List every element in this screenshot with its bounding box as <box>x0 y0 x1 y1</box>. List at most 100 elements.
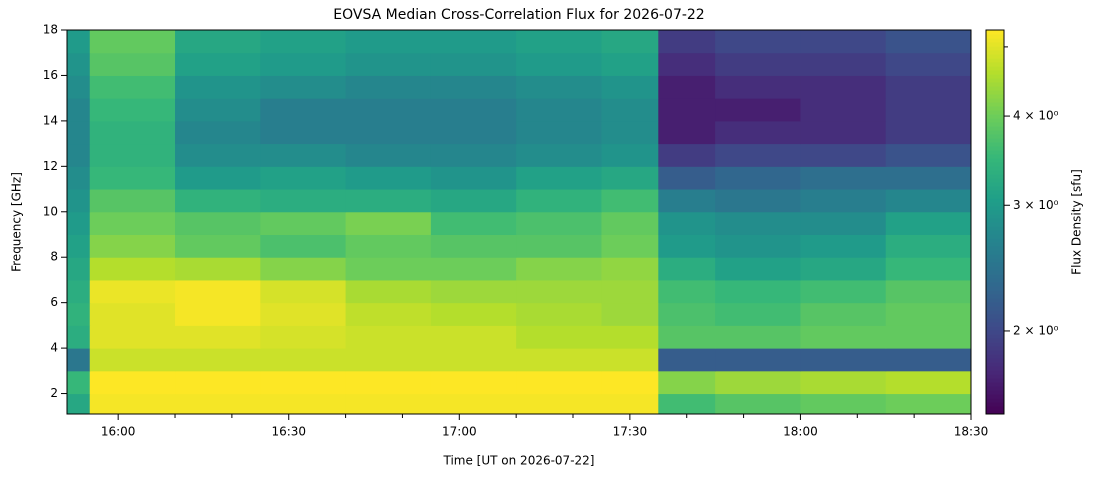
heatmap-cell <box>345 30 432 54</box>
heatmap-cell <box>89 325 176 349</box>
colorbar-segment <box>986 198 1004 203</box>
heatmap-cell <box>175 30 261 54</box>
heatmap-cell <box>601 325 659 349</box>
heatmap-cell <box>260 189 347 213</box>
colorbar-segment <box>986 390 1004 395</box>
colorbar-segment <box>986 98 1004 103</box>
heatmap-cell <box>885 52 972 76</box>
heatmap-cell <box>715 370 801 395</box>
heatmap-cell <box>800 143 887 167</box>
heatmap-cell <box>800 98 887 122</box>
heatmap-cell <box>260 393 347 415</box>
colorbar-segment <box>986 58 1004 63</box>
colorbar-segment <box>986 46 1004 51</box>
heatmap-cell <box>658 120 716 145</box>
heatmap-cell <box>430 75 517 99</box>
y-tick-label: 6 <box>50 295 58 309</box>
colorbar-segment <box>986 382 1004 387</box>
heatmap-cell <box>260 257 347 281</box>
heatmap-cell <box>430 120 517 145</box>
heatmap-cell <box>89 120 176 145</box>
heatmap-cell <box>89 257 176 281</box>
heatmap-cell <box>885 302 972 326</box>
colorbar-segment <box>986 206 1004 211</box>
colorbar-segment <box>986 214 1004 219</box>
heatmap-cell <box>260 166 347 190</box>
x-tick-label: 17:00 <box>442 425 477 439</box>
colorbar-segment <box>986 30 1004 35</box>
colorbar-segment <box>986 114 1004 119</box>
heatmap-cell <box>345 257 432 281</box>
colorbar-segment <box>986 226 1004 231</box>
heatmap-cell <box>885 166 972 190</box>
heatmap-cell <box>885 30 972 54</box>
heatmap-cell <box>800 30 887 54</box>
heatmap-cell <box>516 30 602 54</box>
y-tick-label: 2 <box>50 386 58 400</box>
heatmap-cell <box>345 279 432 304</box>
x-tick-label: 17:30 <box>613 425 648 439</box>
heatmap-cell <box>260 279 347 304</box>
heatmap-cell <box>89 98 176 122</box>
heatmap-cell <box>800 257 887 281</box>
heatmap-cell <box>601 98 659 122</box>
colorbar-segment <box>986 158 1004 163</box>
heatmap-cell <box>715 98 801 122</box>
heatmap-cell <box>800 211 887 235</box>
heatmap-cell <box>885 348 972 372</box>
y-tick-label: 4 <box>50 341 58 355</box>
heatmap-cell <box>715 189 801 213</box>
y-tick-label: 8 <box>50 250 58 264</box>
colorbar-segment <box>986 122 1004 127</box>
x-tick-label: 16:00 <box>101 425 136 439</box>
colorbar-segment <box>986 282 1004 287</box>
heatmap-cell <box>67 98 91 122</box>
colorbar-segment <box>986 222 1004 227</box>
colorbar-segment <box>986 330 1004 335</box>
heatmap-cell <box>67 370 91 395</box>
heatmap-cell <box>800 234 887 258</box>
heatmap-cell <box>658 75 716 99</box>
heatmap-cell <box>345 52 432 76</box>
heatmap-cell <box>516 348 602 372</box>
colorbar-segment <box>986 326 1004 331</box>
heatmap-cell <box>67 120 91 145</box>
colorbar-segment <box>986 242 1004 247</box>
colorbar-segment <box>986 54 1004 59</box>
heatmap-cell <box>67 302 91 326</box>
heatmap-cell <box>658 189 716 213</box>
heatmap-cell <box>345 75 432 99</box>
colorbar-segment <box>986 218 1004 223</box>
heatmap-cell <box>658 257 716 281</box>
colorbar-segment <box>986 142 1004 147</box>
heatmap-cell <box>516 325 602 349</box>
heatmap-cell <box>89 302 176 326</box>
heatmap-cell <box>885 234 972 258</box>
colorbar-segment <box>986 274 1004 279</box>
colorbar-segment <box>986 366 1004 371</box>
heatmap-cell <box>658 30 716 54</box>
heatmap-cell <box>260 302 347 326</box>
colorbar-segment <box>986 234 1004 239</box>
heatmap-cell <box>658 348 716 372</box>
x-tick-label: 18:30 <box>954 425 989 439</box>
colorbar-segment <box>986 174 1004 179</box>
heatmap-cell <box>345 234 432 258</box>
heatmap-cell <box>175 234 261 258</box>
heatmap-cell <box>345 370 432 395</box>
colorbar-segment <box>986 338 1004 343</box>
heatmap-cell <box>260 120 347 145</box>
heatmap-cell <box>67 348 91 372</box>
heatmap-cell <box>430 166 517 190</box>
colorbar-segment <box>986 134 1004 139</box>
heatmap-cell <box>67 211 91 235</box>
colorbar-segment <box>986 186 1004 191</box>
heatmap-cell <box>516 98 602 122</box>
heatmap-cell <box>800 75 887 99</box>
heatmap-cell <box>800 189 887 213</box>
colorbar-segment <box>986 38 1004 43</box>
heatmap-cell <box>430 211 517 235</box>
heatmap-cell <box>715 143 801 167</box>
heatmap-cell <box>175 75 261 99</box>
heatmap-cell <box>260 234 347 258</box>
